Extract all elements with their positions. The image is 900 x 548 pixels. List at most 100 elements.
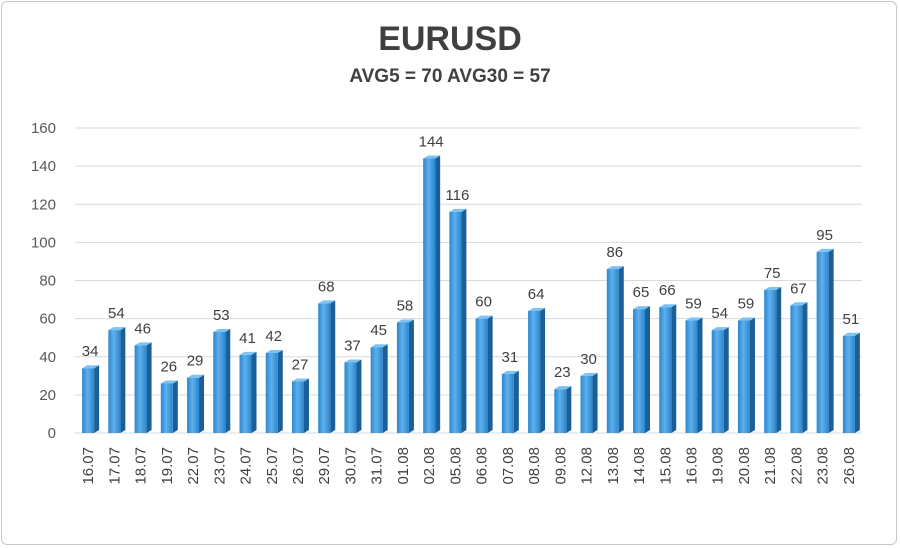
x-tick-label: 07.08 <box>500 447 517 485</box>
x-tick-label: 22.08 <box>788 447 805 485</box>
bar <box>711 327 729 433</box>
x-tick-label: 05.08 <box>447 447 464 485</box>
data-label: 58 <box>397 297 414 314</box>
bar <box>82 365 100 433</box>
x-tick-label: 14.08 <box>631 447 648 485</box>
x-tick-label: 19.07 <box>159 447 176 485</box>
x-tick-label: 20.08 <box>736 447 753 485</box>
x-axis-ticks: 16.07 17.07 18.07 19.07 22.07 23.07 24.07 25.07… <box>80 447 858 485</box>
data-label: 37 <box>344 337 361 354</box>
y-tick-label: 80 <box>39 273 56 290</box>
bar <box>187 374 205 433</box>
data-label: 26 <box>160 358 177 375</box>
bar <box>633 306 651 433</box>
data-label: 67 <box>790 280 807 297</box>
gridlines <box>75 127 862 434</box>
data-label: 64 <box>528 286 545 303</box>
data-label: 116 <box>445 187 469 204</box>
data-label: 75 <box>764 265 781 282</box>
x-tick-label: 29.07 <box>316 447 333 485</box>
bar <box>423 155 441 433</box>
data-label: 144 <box>419 134 444 151</box>
y-tick-label: 60 <box>39 311 56 328</box>
bar <box>265 349 283 433</box>
x-tick-label: 17.07 <box>106 447 123 485</box>
data-label: 65 <box>633 284 650 301</box>
bar <box>659 304 677 433</box>
bar <box>528 308 546 433</box>
bar <box>606 266 624 433</box>
bars <box>82 155 860 433</box>
y-tick-label: 0 <box>48 425 56 442</box>
x-tick-label: 02.08 <box>421 447 438 485</box>
data-label: 51 <box>843 311 860 328</box>
bar <box>134 342 152 433</box>
x-tick-label: 26.07 <box>290 447 307 485</box>
bar <box>291 378 309 433</box>
y-tick-label: 40 <box>39 349 56 366</box>
bar <box>344 359 362 433</box>
x-tick-label: 13.08 <box>605 447 622 485</box>
y-axis-ticks: 0 20 40 60 80 100 120 140 160 <box>31 120 56 442</box>
bar <box>842 332 860 433</box>
x-tick-label: 21.08 <box>762 447 779 485</box>
data-label: 68 <box>318 278 335 295</box>
bar <box>475 315 493 433</box>
bar <box>239 351 257 433</box>
y-tick-label: 120 <box>31 196 56 213</box>
data-label: 66 <box>659 282 676 299</box>
chart-subtitle: AVG5 = 70 AVG30 = 57 <box>349 66 551 87</box>
data-label: 59 <box>738 296 755 313</box>
bar <box>554 386 572 433</box>
data-label: 46 <box>134 320 151 337</box>
data-label: 34 <box>82 343 99 360</box>
x-tick-label: 24.07 <box>238 447 255 485</box>
x-tick-label: 08.08 <box>526 447 543 485</box>
bar <box>501 370 519 433</box>
data-labels: 34 54 46 26 29 53 41 42 27 68 37 45 58 144 116 60 31 64 23… <box>82 134 859 382</box>
bar <box>213 328 231 433</box>
x-tick-label: 26.08 <box>841 447 858 485</box>
x-tick-label: 12.08 <box>579 447 596 485</box>
y-tick-label: 20 <box>39 387 56 404</box>
bar <box>737 317 755 433</box>
data-label: 23 <box>554 364 571 381</box>
x-tick-label: 15.08 <box>657 447 674 485</box>
x-tick-label: 25.07 <box>264 447 281 485</box>
x-tick-label: 22.07 <box>185 447 202 485</box>
bar <box>580 372 598 433</box>
data-label: 42 <box>265 328 282 345</box>
data-label: 41 <box>239 330 256 347</box>
data-label: 86 <box>606 244 623 261</box>
bar <box>108 327 126 433</box>
data-label: 53 <box>213 307 230 324</box>
x-tick-label: 16.07 <box>80 447 97 485</box>
data-label: 54 <box>711 305 728 322</box>
x-tick-label: 23.07 <box>211 447 228 485</box>
bar <box>449 208 467 433</box>
x-tick-label: 30.07 <box>342 447 359 485</box>
bar <box>318 300 336 433</box>
data-label: 59 <box>685 296 702 313</box>
x-tick-label: 16.08 <box>683 447 700 485</box>
data-label: 27 <box>292 357 309 374</box>
x-tick-label: 23.08 <box>815 447 832 485</box>
bar <box>396 319 414 433</box>
x-tick-label: 19.08 <box>710 447 727 485</box>
x-tick-label: 31.07 <box>369 447 386 485</box>
data-label: 30 <box>580 351 597 368</box>
bar <box>370 344 388 433</box>
data-label: 29 <box>187 353 204 370</box>
data-label: 54 <box>108 305 125 322</box>
x-tick-label: 18.07 <box>133 447 150 485</box>
chart-title: EURUSD <box>378 20 522 58</box>
y-tick-label: 160 <box>31 120 56 137</box>
x-tick-label: 06.08 <box>474 447 491 485</box>
data-label: 31 <box>502 349 519 366</box>
y-tick-label: 140 <box>31 158 56 175</box>
y-tick-label: 100 <box>31 234 56 251</box>
x-tick-label: 09.08 <box>552 447 569 485</box>
bar <box>816 248 834 433</box>
